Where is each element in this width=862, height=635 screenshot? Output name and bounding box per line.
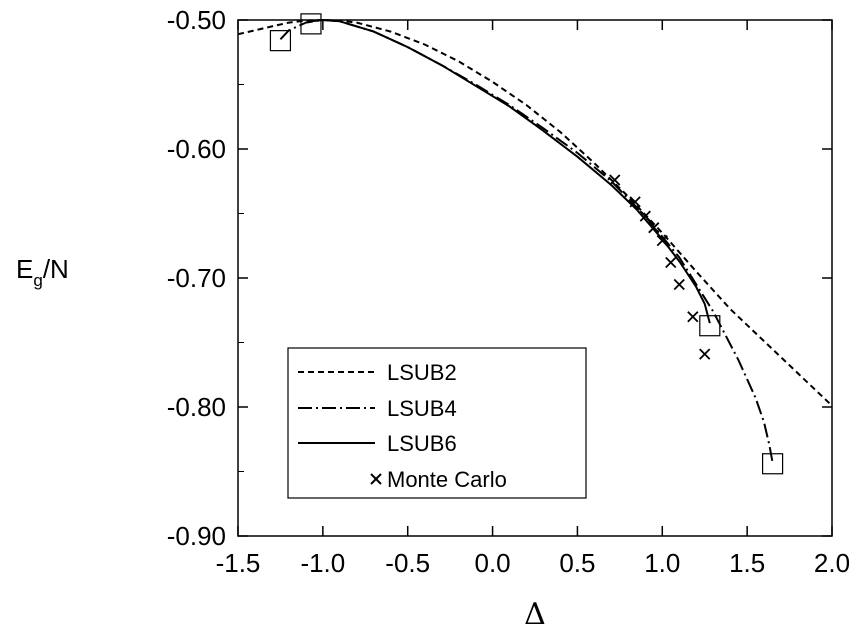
endpoint-marker	[300, 13, 322, 35]
x-tick-label: -1.0	[300, 548, 345, 578]
legend-label-lsub6: LSUB6	[387, 431, 457, 456]
x-axis-title: Δ	[524, 597, 546, 632]
series-line-lsub6	[310, 19, 711, 324]
y-tick-label: -0.60	[167, 134, 226, 164]
x-tick-label: 0.0	[474, 548, 510, 578]
point-monte-carlo	[665, 256, 677, 269]
legend: LSUB2 LSUB4 LSUB6 Monte Carlo	[287, 347, 587, 499]
x-tick-label: 1.0	[644, 548, 680, 578]
endpoint-marker	[269, 30, 292, 52]
point-monte-carlo	[609, 174, 621, 186]
point-monte-carlo	[673, 278, 685, 291]
series-layer	[237, 13, 833, 475]
legend-label-lsub2: LSUB2	[387, 360, 457, 385]
legend-label-lsub4: LSUB4	[387, 396, 457, 421]
x-tick-label: -0.5	[385, 548, 430, 578]
y-tick-label: -0.90	[167, 521, 226, 551]
legend-box	[287, 347, 587, 499]
endpoint-marker	[699, 315, 721, 337]
point-monte-carlo	[648, 222, 660, 234]
point-monte-carlo	[639, 210, 651, 222]
legend-swatch-monte-carlo	[370, 473, 382, 485]
y-axis-title-sub: g	[33, 271, 42, 290]
x-tick-label: 0.5	[559, 548, 595, 578]
legend-label-monte-carlo: Monte Carlo	[387, 467, 507, 492]
point-monte-carlo	[687, 311, 699, 323]
x-tick-label: -1.5	[216, 548, 261, 578]
y-axis-title-main: E	[16, 254, 33, 284]
y-axis-title-tail: /N	[43, 254, 69, 284]
y-tick-label: -0.70	[167, 263, 226, 293]
series-line-lsub2	[237, 19, 833, 407]
point-monte-carlo	[656, 234, 668, 247]
x-tick-label: 2.0	[814, 548, 850, 578]
y-axis-title: Eg/N	[16, 254, 69, 290]
x-tick-label: 1.5	[729, 548, 765, 578]
y-tick-label: -0.50	[167, 5, 226, 35]
point-monte-carlo	[629, 196, 641, 208]
y-tick-label: -0.80	[167, 392, 226, 422]
tick-layer: -1.5 -1.0 -0.5 0.0 0.5 1.0 1.5 2.0 -0.50 -0.60 -0.…	[167, 5, 850, 578]
endpoint-marker	[761, 453, 784, 475]
point-monte-carlo	[699, 348, 711, 360]
